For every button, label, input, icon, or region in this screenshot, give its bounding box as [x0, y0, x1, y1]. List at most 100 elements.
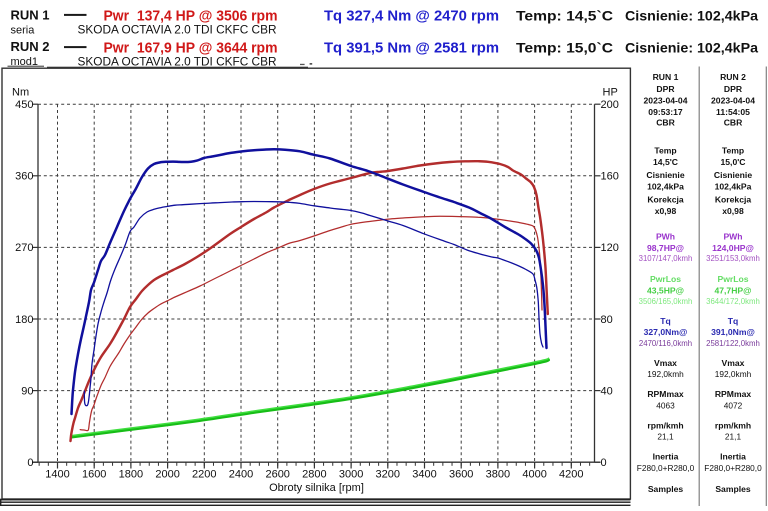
svg-text:Cisnienie: Cisnienie: [714, 170, 752, 180]
svg-text:RPMmax: RPMmax: [647, 389, 684, 399]
svg-text:PwrLos: PwrLos: [650, 274, 681, 284]
svg-text:14,5'C: 14,5'C: [653, 157, 678, 167]
svg-text:11:54:05: 11:54:05: [716, 107, 750, 117]
svg-text:HP: HP: [603, 87, 618, 99]
svg-text:3400: 3400: [412, 469, 436, 481]
svg-text:0: 0: [601, 457, 607, 469]
svg-text:Nm: Nm: [12, 87, 29, 99]
svg-text:PwrLos: PwrLos: [717, 274, 748, 284]
svg-text:21,1: 21,1: [725, 431, 742, 441]
svg-text:Vmax: Vmax: [722, 358, 745, 368]
svg-text:Tq: Tq: [728, 316, 739, 326]
svg-text:CBR: CBR: [724, 118, 743, 128]
svg-text:43,5HP@: 43,5HP@: [647, 286, 684, 296]
svg-text:15,0'C: 15,0'C: [721, 157, 746, 167]
svg-text:3107/147,0kmh: 3107/147,0kmh: [639, 254, 693, 263]
svg-text:Tq 391,5 Nm @ 2581 rpm: Tq 391,5 Nm @ 2581 rpm: [324, 39, 499, 56]
svg-text:DPR: DPR: [656, 84, 675, 94]
svg-text:x0,98: x0,98: [722, 206, 744, 216]
svg-text:seria: seria: [11, 25, 36, 37]
svg-text:2470/116,0kmh: 2470/116,0kmh: [639, 339, 692, 348]
svg-text:160: 160: [601, 171, 619, 183]
svg-text:RUN 1: RUN 1: [11, 7, 50, 22]
svg-text:0: 0: [27, 457, 33, 469]
svg-text:98,7HP@: 98,7HP@: [647, 243, 684, 253]
svg-text:rpm/kmh: rpm/kmh: [647, 420, 683, 430]
svg-text:CBR: CBR: [656, 118, 675, 128]
svg-text:270: 270: [15, 242, 33, 254]
svg-text:450: 450: [15, 99, 33, 111]
svg-text:3506/165,0kmh: 3506/165,0kmh: [639, 297, 693, 306]
svg-text:Tq 327,4 Nm @ 2470 rpm: Tq 327,4 Nm @ 2470 rpm: [324, 7, 499, 24]
svg-text:rpm/kmh: rpm/kmh: [715, 420, 751, 430]
svg-text:4063: 4063: [656, 400, 675, 410]
svg-text:2000: 2000: [155, 469, 179, 481]
svg-text:mod1: mod1: [11, 56, 39, 68]
svg-text:Pwr 167,9 HP @ 3644 rpm: Pwr 167,9 HP @ 3644 rpm: [104, 39, 278, 56]
svg-text:192,0kmh: 192,0kmh: [647, 369, 684, 379]
svg-text:SKODA OCTAVIA 2.0 TDI CKFC CBR: SKODA OCTAVIA 2.0 TDI CKFC CBR: [78, 23, 277, 37]
svg-text:21,1: 21,1: [657, 431, 674, 441]
svg-text:2800: 2800: [302, 469, 326, 481]
svg-text:102,4kPa: 102,4kPa: [715, 181, 752, 191]
svg-text:180: 180: [15, 314, 33, 326]
svg-text:80: 80: [601, 314, 613, 326]
svg-text:47,7HP@: 47,7HP@: [714, 286, 751, 296]
svg-text:PWh: PWh: [656, 231, 675, 241]
svg-text:Vmax: Vmax: [654, 358, 677, 368]
svg-text:2200: 2200: [192, 469, 216, 481]
svg-text:120: 120: [601, 242, 619, 254]
svg-text:Temp: Temp: [722, 145, 744, 155]
svg-text:3800: 3800: [486, 469, 510, 481]
svg-text:192,0kmh: 192,0kmh: [715, 369, 752, 379]
svg-text:3200: 3200: [376, 469, 400, 481]
svg-text:Samples: Samples: [715, 484, 751, 494]
svg-text:Obroty silnika [rpm]: Obroty silnika [rpm]: [269, 482, 364, 494]
svg-text:Pwr 137,4 HP @ 3506 rpm: Pwr 137,4 HP @ 3506 rpm: [104, 7, 278, 24]
svg-text:Cisnienie: 102,4kPa: Cisnienie: 102,4kPa: [625, 8, 759, 23]
svg-text:102,4kPa: 102,4kPa: [647, 181, 684, 191]
svg-text:SKODA OCTAVIA 2.0 TDI CKFC CBR: SKODA OCTAVIA 2.0 TDI CKFC CBR: [78, 55, 277, 69]
svg-text:DPR: DPR: [724, 84, 743, 94]
svg-text:90: 90: [21, 385, 33, 397]
svg-text:40: 40: [601, 385, 613, 397]
svg-text:Temp: Temp: [654, 145, 676, 155]
svg-text:RUN 1: RUN 1: [653, 72, 679, 82]
svg-text:Inertia: Inertia: [720, 451, 746, 461]
svg-text:x0,98: x0,98: [655, 206, 677, 216]
svg-text:PWh: PWh: [723, 231, 742, 241]
svg-text:Inertia: Inertia: [653, 451, 679, 461]
svg-text:Tq: Tq: [660, 316, 671, 326]
svg-text:Cisnienie: 102,4kPa: Cisnienie: 102,4kPa: [625, 40, 759, 55]
svg-text:F280,0+R280,0: F280,0+R280,0: [637, 463, 695, 473]
svg-text:200: 200: [601, 99, 619, 111]
svg-text:09:53:17: 09:53:17: [648, 107, 683, 117]
svg-text:4000: 4000: [522, 469, 546, 481]
svg-text:RUN 2: RUN 2: [11, 39, 50, 54]
svg-text:4200: 4200: [559, 469, 583, 481]
svg-text:1400: 1400: [45, 469, 69, 481]
svg-text:3644/172,0kmh: 3644/172,0kmh: [706, 297, 760, 306]
svg-text:3000: 3000: [339, 469, 363, 481]
svg-text:1800: 1800: [119, 469, 143, 481]
svg-text:Temp: 14,5`C: Temp: 14,5`C: [516, 8, 613, 23]
svg-text:2600: 2600: [265, 469, 289, 481]
svg-text:2023-04-04: 2023-04-04: [644, 96, 688, 106]
svg-text:F280,0+R280,0: F280,0+R280,0: [704, 463, 762, 473]
svg-text:4072: 4072: [724, 400, 743, 410]
svg-text:Samples: Samples: [648, 484, 684, 494]
svg-text:2023-04-04: 2023-04-04: [711, 96, 755, 106]
svg-text:Korekcja: Korekcja: [647, 194, 684, 204]
svg-text:3600: 3600: [449, 469, 473, 481]
svg-text:124,0HP@: 124,0HP@: [712, 243, 754, 253]
svg-text:Temp: 15,0`C: Temp: 15,0`C: [516, 40, 613, 55]
svg-text:RUN 2: RUN 2: [720, 72, 746, 82]
svg-text:391,0Nm@: 391,0Nm@: [711, 327, 755, 337]
svg-text:3251/153,0kmh: 3251/153,0kmh: [706, 254, 760, 263]
svg-text:2581/122,0kmh: 2581/122,0kmh: [706, 339, 760, 348]
svg-text:Korekcja: Korekcja: [715, 194, 752, 204]
svg-text:360: 360: [15, 171, 33, 183]
svg-text:Cisnienie: Cisnienie: [646, 170, 684, 180]
svg-text:2400: 2400: [229, 469, 253, 481]
svg-text:RPMmax: RPMmax: [715, 389, 752, 399]
